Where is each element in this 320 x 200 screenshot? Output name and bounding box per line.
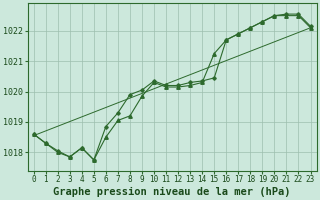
X-axis label: Graphe pression niveau de la mer (hPa): Graphe pression niveau de la mer (hPa) xyxy=(53,186,291,197)
